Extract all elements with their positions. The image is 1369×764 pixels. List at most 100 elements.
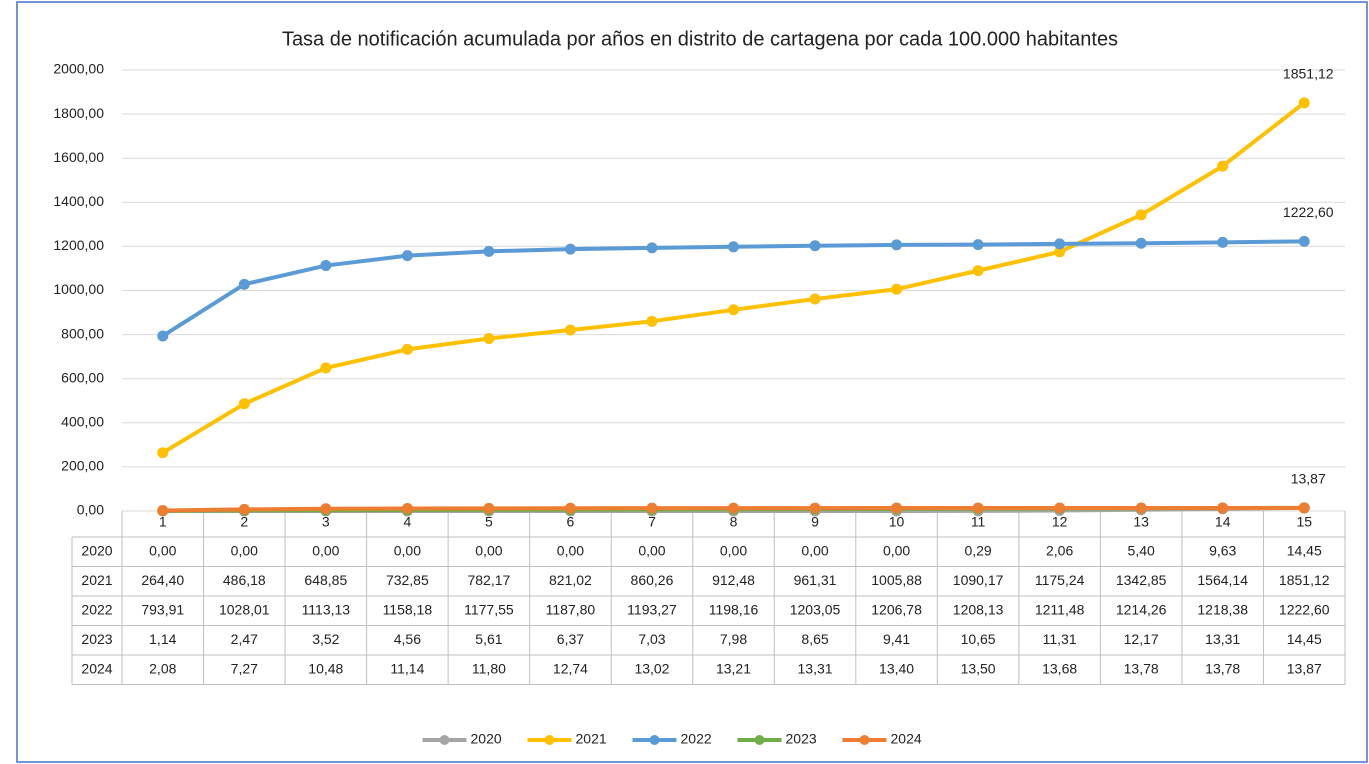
chart-title: Tasa de notificación acumulada por años … (282, 28, 1118, 50)
table-cell: 0,00 (720, 542, 747, 558)
x-tick-label: 15 (1296, 514, 1312, 530)
series-marker (157, 330, 169, 342)
table-cell: 13,87 (1287, 660, 1322, 676)
table-cell: 14,45 (1287, 631, 1322, 647)
table-cell: 13,50 (961, 660, 996, 676)
x-tick-label: 1 (159, 514, 167, 530)
series-marker (1054, 502, 1066, 514)
table-cell: 6,37 (557, 631, 584, 647)
table-cell: 1028,01 (219, 601, 270, 617)
table-cell: 0,00 (638, 542, 665, 558)
legend-label: 2022 (681, 731, 712, 747)
table-cell: 2,47 (231, 631, 258, 647)
chart-border (16, 1, 1368, 763)
x-tick-label: 13 (1133, 514, 1149, 530)
table-row-label: 2020 (81, 542, 112, 558)
table-cell: 0,00 (149, 542, 176, 558)
series-marker (809, 293, 821, 305)
table-cell: 1,14 (149, 631, 176, 647)
table-cell: 1090,17 (953, 572, 1004, 588)
legend-label: 2024 (891, 731, 922, 747)
x-tick-label: 14 (1215, 514, 1231, 530)
data-label: 13,87 (1291, 471, 1326, 487)
table-cell: 732,85 (386, 572, 429, 588)
series-marker (483, 333, 495, 345)
series-marker (401, 503, 413, 515)
table-cell: 13,78 (1124, 660, 1159, 676)
series-marker (320, 362, 332, 374)
x-tick-label: 11 (971, 514, 986, 530)
table-cell: 13,40 (879, 660, 914, 676)
table-row-label: 2022 (81, 601, 112, 617)
x-tick-label: 2 (240, 514, 248, 530)
table-cell: 13,68 (1042, 660, 1077, 676)
table-row-label: 2024 (81, 660, 112, 676)
table-cell: 13,31 (1205, 631, 1240, 647)
x-tick-label: 3 (322, 514, 330, 530)
series-marker (809, 502, 821, 514)
table-cell: 1177,55 (464, 601, 514, 617)
series-marker (401, 343, 413, 355)
table-cell: 9,41 (883, 631, 910, 647)
data-label: 1222,60 (1283, 204, 1334, 220)
table-cell: 14,45 (1287, 542, 1322, 558)
table-cell: 11,80 (472, 660, 506, 676)
series-marker (972, 502, 984, 514)
series-marker (564, 502, 576, 514)
table-cell: 1214,26 (1116, 601, 1167, 617)
table-cell: 821,02 (549, 572, 592, 588)
legend-marker (544, 735, 555, 745)
x-tick-label: 12 (1052, 514, 1068, 530)
series-marker (238, 278, 250, 290)
table-cell: 860,26 (631, 572, 674, 588)
table-cell: 486,18 (223, 572, 266, 588)
series-marker (646, 242, 658, 254)
x-tick-label: 10 (889, 514, 905, 530)
series-marker (1298, 235, 1310, 247)
table-cell: 782,17 (467, 572, 510, 588)
table-cell: 5,40 (1128, 542, 1155, 558)
x-tick-label: 7 (648, 514, 656, 530)
y-tick-label: 600,00 (61, 369, 104, 385)
series-marker (728, 304, 739, 316)
table-cell: 1211,48 (1035, 601, 1085, 617)
series-marker (483, 245, 495, 257)
table-cell: 13,02 (634, 660, 669, 676)
legend-label: 2023 (786, 731, 817, 747)
legend-label: 2021 (576, 731, 607, 747)
series-marker (238, 503, 250, 515)
table-cell: 1208,13 (953, 601, 1004, 617)
series-marker (1135, 209, 1147, 221)
table-cell: 11,31 (1043, 631, 1077, 647)
table-cell: 1206,78 (871, 601, 922, 617)
table-cell: 13,21 (716, 660, 751, 676)
table-cell: 648,85 (304, 572, 347, 588)
table-cell: 1175,24 (1035, 572, 1085, 588)
series-marker (972, 265, 984, 277)
table-cell: 0,00 (801, 542, 828, 558)
table-cell: 13,78 (1205, 660, 1240, 676)
legend-label: 2020 (471, 731, 502, 747)
table-cell: 1203,05 (790, 601, 841, 617)
series-marker (891, 283, 903, 295)
table-cell: 3,52 (312, 631, 339, 647)
legend-marker (439, 735, 450, 745)
table-cell: 0,00 (883, 542, 910, 558)
table-cell: 912,48 (712, 572, 755, 588)
series-marker (891, 239, 903, 251)
legend-marker (859, 735, 870, 745)
series-marker (646, 315, 658, 327)
x-tick-label: 4 (403, 514, 411, 530)
x-tick-label: 6 (567, 514, 575, 530)
y-tick-label: 400,00 (61, 414, 104, 430)
legend-marker (649, 735, 660, 745)
series-marker (972, 239, 984, 251)
table-cell: 12,74 (553, 660, 588, 676)
table-cell: 11,14 (390, 660, 424, 676)
series-marker (1135, 237, 1147, 249)
series-marker (320, 260, 332, 272)
series-marker (1298, 97, 1310, 109)
table-cell: 1218,38 (1197, 601, 1248, 617)
table-row-label: 2023 (81, 631, 112, 647)
